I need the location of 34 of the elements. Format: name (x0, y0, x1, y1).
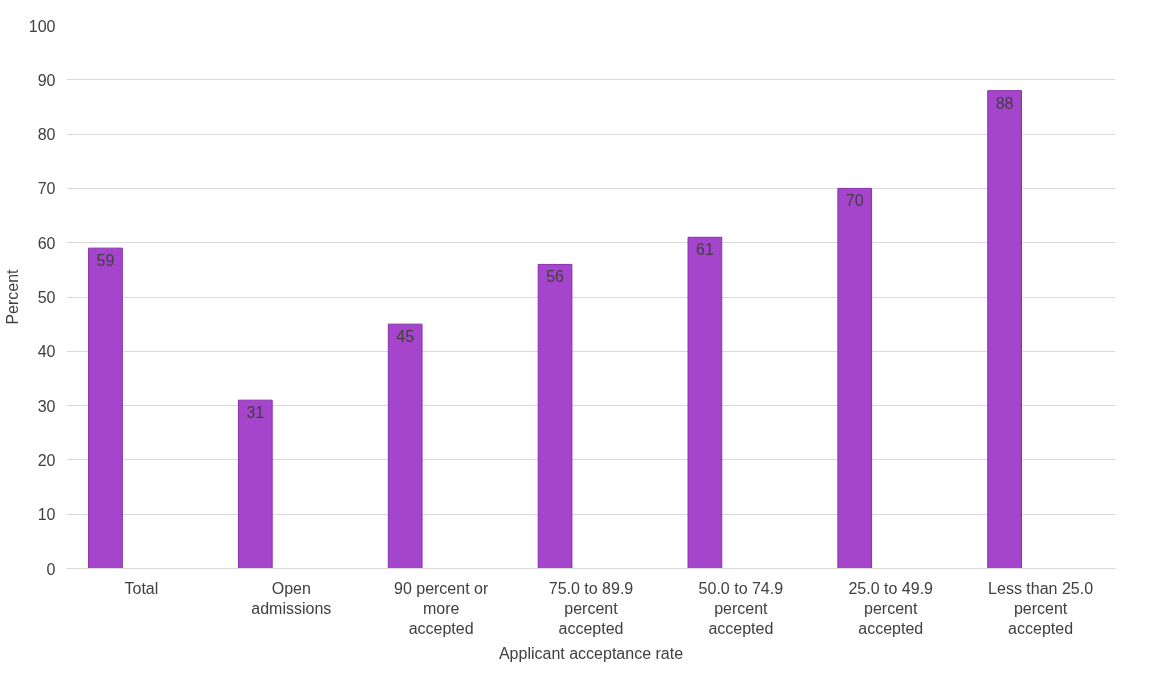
x-tick-label: Open admissions (251, 579, 332, 617)
x-tick-label: 25.0 to 49.9 percent accepted (848, 579, 934, 638)
data-label: 59 (96, 252, 115, 270)
data-label: 56 (546, 268, 565, 286)
bar (687, 236, 723, 569)
data-label: 45 (396, 328, 415, 346)
y-tick-label: 0 (46, 560, 56, 578)
y-tick-label: 60 (37, 234, 56, 252)
y-tick-label: 100 (28, 17, 56, 35)
y-tick-label: 10 (37, 506, 56, 524)
bar (88, 247, 123, 569)
bar (537, 263, 573, 569)
data-label: 61 (695, 241, 714, 259)
x-tick-label: 90 percent or more accepted (394, 579, 489, 638)
data-label: 88 (995, 94, 1014, 112)
y-axis-title: Percent (3, 268, 21, 325)
x-tick-label: Total (124, 579, 159, 597)
y-tick-label: 30 (37, 397, 56, 415)
x-tick-label: 75.0 to 89.9 percent accepted (548, 579, 634, 638)
bar (387, 323, 423, 569)
data-label: 31 (246, 404, 265, 422)
y-tick-label: 20 (37, 451, 56, 469)
bar (237, 399, 273, 569)
y-tick-label: 90 (37, 71, 56, 89)
bar (987, 90, 1022, 569)
x-tick-label: Less than 25.0 percent accepted (988, 579, 1094, 638)
y-tick-label: 40 (37, 343, 56, 361)
y-tick-label: 70 (37, 180, 56, 198)
x-axis-title: Applicant acceptance rate (498, 645, 684, 663)
bar (837, 187, 873, 569)
data-label: 70 (845, 192, 864, 210)
y-tick-label: 50 (37, 289, 56, 306)
y-tick-label: 80 (37, 126, 56, 144)
x-tick-label: 50.0 to 74.9 percent accepted (698, 579, 784, 638)
